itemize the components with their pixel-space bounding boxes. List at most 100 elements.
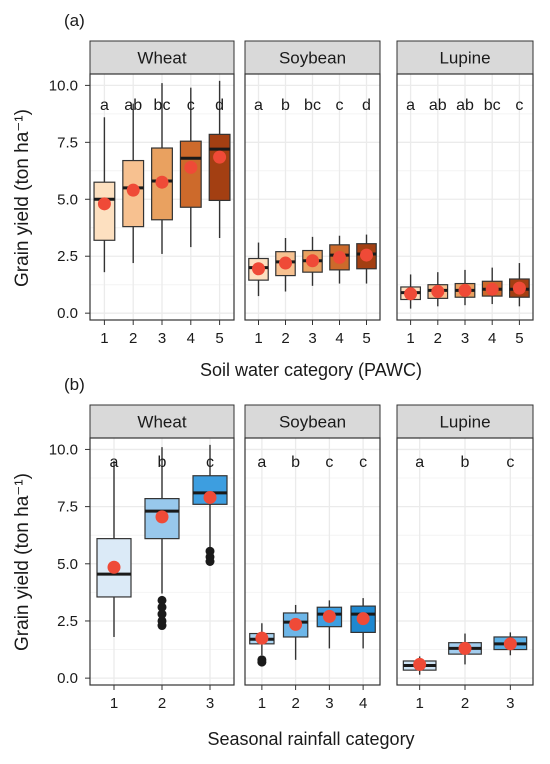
mean-point: [360, 248, 373, 262]
significance-letter: a: [257, 454, 266, 471]
x-tick-label: 3: [506, 695, 514, 712]
mean-point: [333, 250, 346, 264]
significance-letter: ab: [429, 97, 447, 114]
mean-point: [322, 609, 336, 623]
y-axis-label-a: Grain yield (ton ha⁻¹): [12, 109, 33, 287]
significance-letter: c: [359, 454, 367, 471]
significance-letter: bc: [484, 97, 501, 114]
x-axis-label-b: Seasonal rainfall category: [207, 729, 414, 749]
mean-point: [155, 175, 169, 189]
significance-letter: bc: [154, 97, 171, 114]
significance-letter: ab: [456, 97, 474, 114]
facet-title: Wheat: [137, 413, 186, 432]
significance-letter: d: [215, 97, 224, 114]
facet-title: Wheat: [137, 49, 186, 68]
facet-soybean-b: Soybean a 1 b 2 c 3 c 4: [244, 404, 381, 712]
facet-title: Lupine: [439, 49, 490, 68]
box-outlier: [205, 557, 215, 566]
x-tick-label: 2: [291, 695, 299, 712]
y-tick-label: 2.5: [57, 613, 78, 630]
significance-letter: bc: [304, 97, 321, 114]
significance-letter: d: [362, 97, 371, 114]
x-tick-label: 1: [254, 330, 262, 347]
y-tick-label: 5.0: [57, 556, 78, 573]
mean-point: [512, 281, 526, 295]
panel-border: [244, 437, 381, 686]
x-tick-label: 2: [129, 330, 137, 347]
y-tick-label: 7.5: [57, 499, 78, 516]
facet-title: Soybean: [279, 49, 346, 68]
y-tick-label: 0.0: [57, 670, 78, 687]
x-tick-label: 3: [206, 695, 214, 712]
x-tick-label: 4: [335, 330, 343, 347]
y-tick-label: 7.5: [57, 134, 78, 151]
mean-point: [458, 283, 472, 297]
box-outlier: [157, 602, 167, 612]
y-axis-label-b: Grain yield (ton ha⁻¹): [12, 473, 33, 651]
x-tick-label: 1: [258, 695, 266, 712]
significance-letter: b: [158, 454, 167, 471]
box-iqr: [93, 181, 116, 241]
x-tick-label: 5: [215, 330, 223, 347]
significance-letter: c: [325, 454, 333, 471]
facet-title: Lupine: [439, 413, 490, 432]
x-tick-label: 5: [362, 330, 370, 347]
panel-border: [244, 73, 381, 321]
x-tick-label: 1: [406, 330, 414, 347]
x-tick-label: 2: [281, 330, 289, 347]
box-outlier: [157, 609, 167, 619]
box-outlier: [157, 595, 167, 605]
significance-letter: b: [461, 454, 470, 471]
box-outlier: [157, 621, 167, 631]
mean-point: [126, 183, 140, 197]
x-axis-label-a: Soil water category (PAWC): [200, 360, 422, 380]
facet-strip: [396, 404, 534, 439]
y-tick-label: 10.0: [49, 441, 78, 458]
mean-point: [203, 490, 217, 504]
significance-letter: a: [406, 97, 415, 114]
mean-point: [279, 256, 292, 270]
facet-wheat-a: Wheat a 1 ab 2 bc 3 c 4 d 5: [89, 40, 235, 347]
significance-letter: b: [291, 454, 300, 471]
facet-strip: [89, 40, 235, 75]
panel-tag-b: (b): [64, 375, 85, 394]
mean-point: [184, 160, 198, 174]
significance-letter: c: [206, 454, 214, 471]
significance-letter: ab: [124, 97, 142, 114]
facet-lupine-b: Lupine a 1 b 2 c 3: [396, 404, 534, 712]
facet-strip: [244, 40, 381, 75]
facet-strip: [89, 404, 235, 439]
significance-letter: a: [110, 454, 119, 471]
facet-strip: [396, 40, 534, 75]
panel-border: [396, 73, 534, 321]
significance-letter: c: [506, 454, 514, 471]
significance-letter: b: [281, 97, 290, 114]
y-tick-label: 10.0: [49, 77, 78, 94]
facet-soybean-a: Soybean a 1 b 2 bc 3 c 4 d 5: [244, 40, 381, 347]
mean-point: [155, 510, 169, 524]
mean-point: [431, 285, 445, 299]
x-tick-label: 5: [515, 330, 523, 347]
facet-lupine-a: Lupine a 1 ab 2 ab 3 bc 4 c 5: [396, 40, 534, 347]
mean-point: [306, 254, 319, 268]
x-tick-label: 4: [359, 695, 367, 712]
x-tick-label: 3: [158, 330, 166, 347]
mean-point: [404, 287, 418, 301]
x-tick-label: 2: [461, 695, 469, 712]
x-tick-label: 2: [158, 695, 166, 712]
panel-tag-a: (a): [64, 11, 85, 30]
y-tick-label: 0.0: [57, 305, 78, 322]
facet-title: Soybean: [279, 413, 346, 432]
mean-point: [107, 560, 121, 574]
mean-point: [97, 197, 111, 211]
mean-point: [503, 637, 517, 651]
significance-letter: c: [515, 97, 523, 114]
box-outlier: [257, 657, 267, 667]
mean-point: [485, 282, 499, 296]
significance-letter: c: [336, 97, 344, 114]
box-iqr: [179, 140, 202, 208]
y-tick-label: 5.0: [57, 191, 78, 208]
mean-point: [458, 641, 472, 655]
